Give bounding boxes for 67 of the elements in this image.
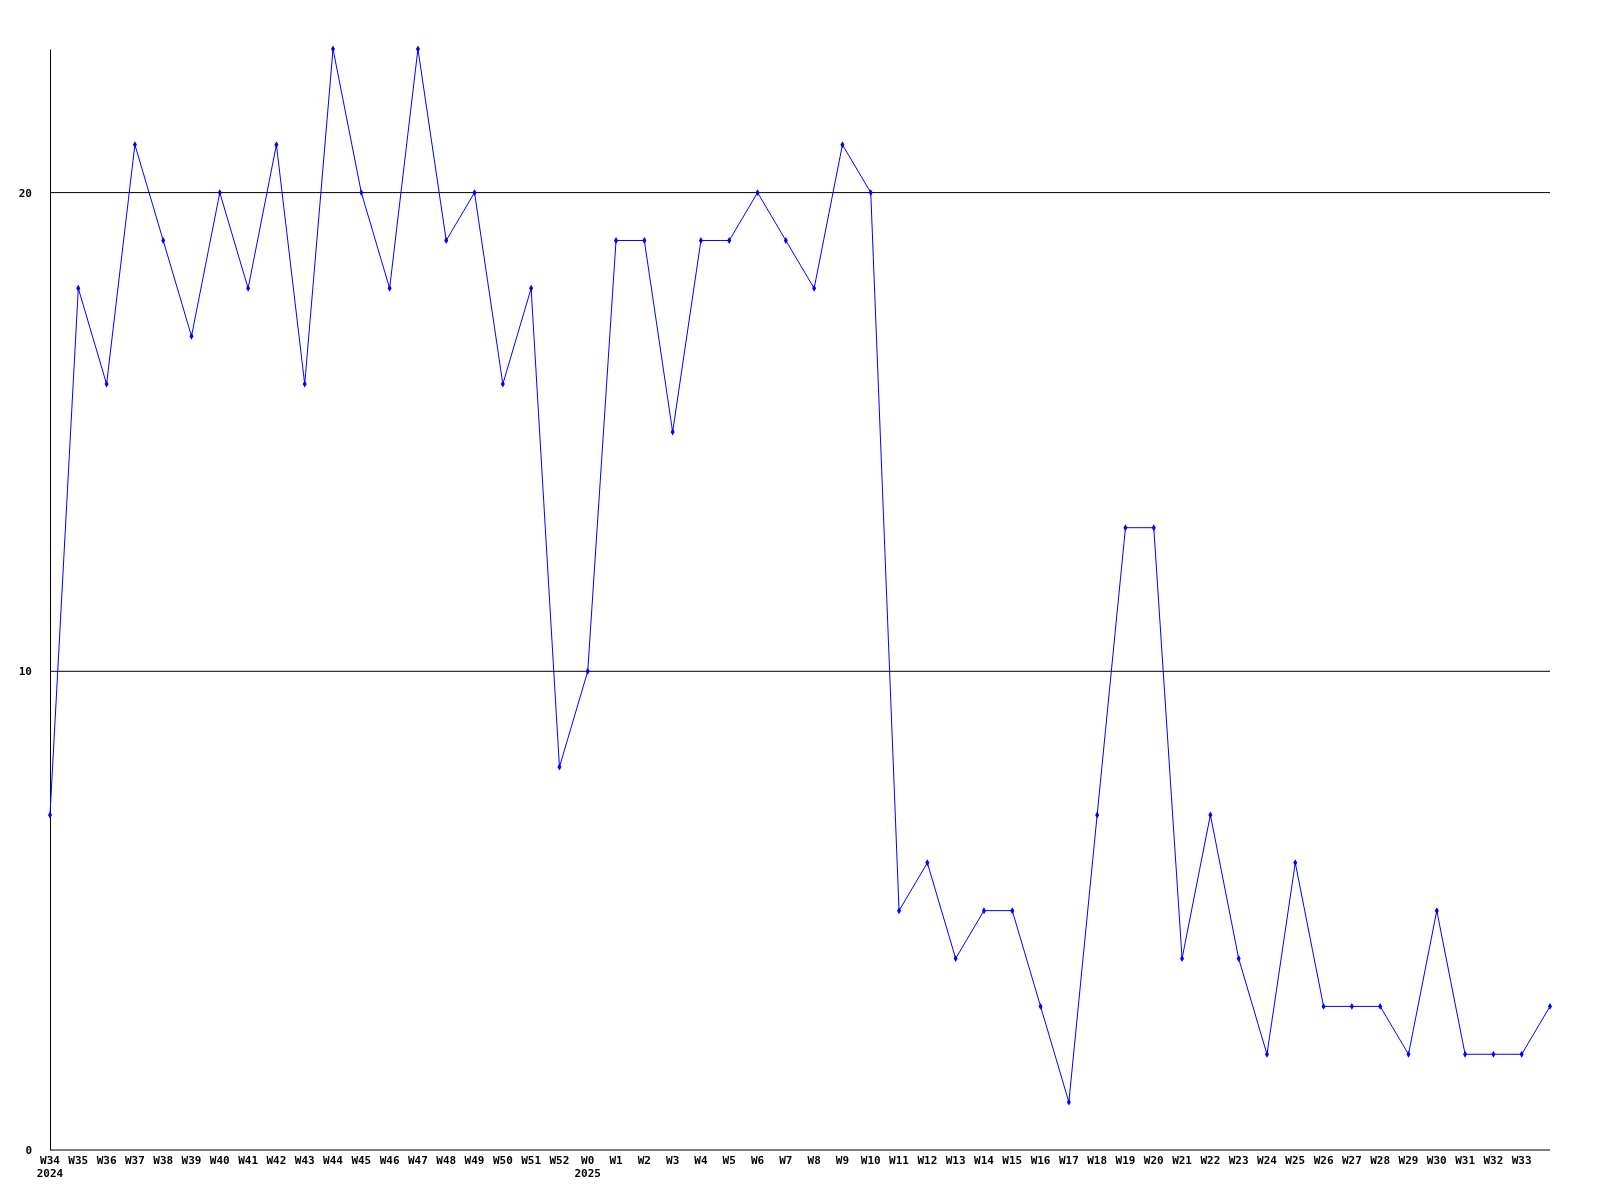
x-tick-label: W48 <box>436 1154 457 1167</box>
x-tick-label: W35 <box>68 1154 89 1167</box>
x-tick-label: W19 <box>1115 1154 1136 1167</box>
x-tick-label: W21 <box>1172 1154 1193 1167</box>
x-tick-label: W31 <box>1455 1154 1476 1167</box>
x-tick-label: W40 <box>209 1154 230 1167</box>
x-tick-label: W52 <box>549 1154 570 1167</box>
point <box>642 237 647 244</box>
x-tick-label: W46 <box>379 1154 400 1167</box>
x-tick-label: W49 <box>464 1154 485 1167</box>
x-tick-label: W18 <box>1087 1154 1108 1167</box>
x-tick-label: W13 <box>945 1154 966 1167</box>
x-tick-label: W29 <box>1398 1154 1419 1167</box>
x-tick-label: W3 <box>666 1154 680 1167</box>
x-tick-label: W4 <box>694 1154 708 1167</box>
x-tick-label: W23 <box>1228 1154 1249 1167</box>
y-tick-label: 10 <box>18 665 32 679</box>
x-tick-label: W27 <box>1341 1154 1362 1167</box>
x-tick-label: W9 <box>835 1154 850 1167</box>
x-tick-label: W51 <box>521 1154 542 1167</box>
x-tick-label: W34 2024 <box>36 1154 64 1180</box>
x-tick-label: W17 <box>1058 1154 1079 1167</box>
x-tick-label: W12 <box>917 1154 938 1167</box>
x-tick-label: W14 <box>974 1154 995 1167</box>
x-tick-label: W42 <box>266 1154 287 1167</box>
point <box>1236 955 1241 962</box>
y-tick-label: 0 <box>25 1144 32 1158</box>
x-tick-label: W37 <box>124 1154 145 1167</box>
x-tick-label: W22 <box>1200 1154 1221 1167</box>
x-tick-label: W24 <box>1257 1154 1278 1167</box>
x-tick-label: W8 <box>807 1154 821 1167</box>
point <box>1180 955 1185 962</box>
x-tick-label: W11 <box>889 1154 910 1167</box>
point <box>727 237 732 244</box>
point <box>783 237 788 244</box>
x-tick-label: W10 <box>860 1154 881 1167</box>
x-tick-label: W50 <box>492 1154 513 1167</box>
x-tick-label: W5 <box>722 1154 736 1167</box>
x-tick-label: W28 <box>1370 1154 1391 1167</box>
x-tick-label: W26 <box>1313 1154 1334 1167</box>
x-tick-label: W44 <box>323 1154 344 1167</box>
x-tick-label: W7 <box>779 1154 793 1167</box>
x-tick-label: W43 <box>294 1154 315 1167</box>
x-tick-label: W41 <box>238 1154 259 1167</box>
x-tick-label: W2 <box>637 1154 651 1167</box>
x-tick-label: W16 <box>1030 1154 1051 1167</box>
y-tick-label: 20 <box>18 186 32 200</box>
point <box>47 811 53 819</box>
point <box>1547 1002 1553 1010</box>
x-tick-label: W45 <box>351 1154 372 1167</box>
point <box>161 237 166 244</box>
x-tick-label: W6 <box>750 1154 765 1167</box>
x-tick-label: W0 2025 <box>574 1154 601 1180</box>
x-tick-label: W20 <box>1143 1154 1164 1167</box>
x-tick-label: W33 <box>1511 1154 1532 1167</box>
x-tick-label: W15 <box>1002 1154 1023 1167</box>
x-tick-label: W36 <box>96 1154 117 1167</box>
x-tick-label: W30 <box>1426 1154 1447 1167</box>
point <box>953 955 958 962</box>
x-tick-label: W39 <box>181 1154 202 1167</box>
point <box>444 237 449 244</box>
x-tick-label: W25 <box>1285 1154 1306 1167</box>
x-tick-label: W32 <box>1483 1154 1504 1167</box>
point <box>698 237 703 244</box>
x-tick-label: W1 <box>609 1154 624 1167</box>
x-tick-label: W38 <box>153 1154 174 1167</box>
x-tick-label: W47 <box>407 1154 428 1167</box>
